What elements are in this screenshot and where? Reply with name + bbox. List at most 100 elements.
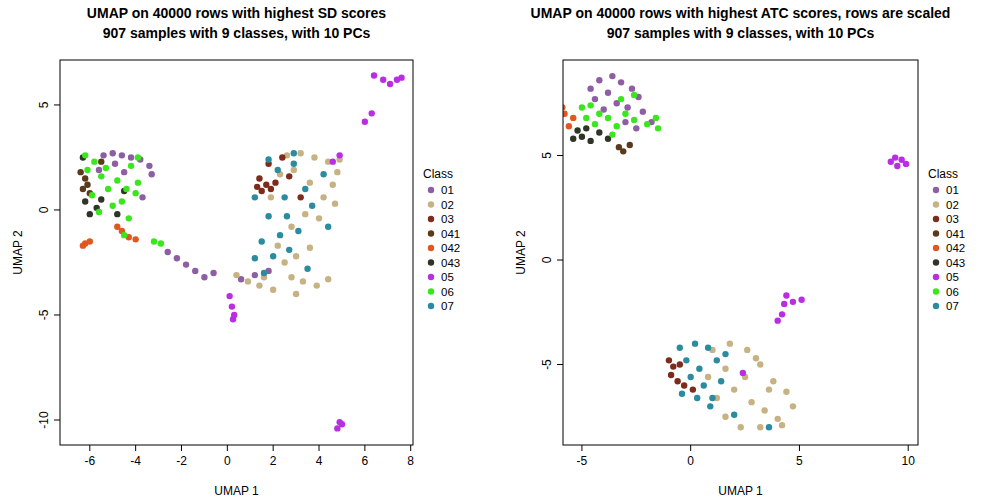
point [362, 119, 368, 125]
point [284, 213, 290, 219]
legend-swatch [933, 230, 939, 236]
point [135, 154, 141, 160]
legend-title: Class [928, 167, 958, 181]
y-tick-label: 5 [540, 152, 554, 159]
legend-swatch [933, 303, 939, 309]
point [291, 161, 297, 167]
point [766, 424, 772, 430]
point [705, 345, 711, 351]
point [683, 357, 689, 363]
frame [60, 60, 413, 445]
x-tick [227, 445, 228, 451]
point [128, 154, 134, 160]
point [98, 173, 104, 179]
y-tick-label: -5 [37, 309, 51, 320]
point [790, 403, 796, 409]
point [644, 121, 650, 127]
point [84, 182, 90, 188]
point [627, 142, 633, 148]
point [82, 175, 88, 181]
y-tick [54, 314, 60, 315]
point [110, 150, 116, 156]
point [624, 104, 630, 110]
x-tick [273, 445, 274, 451]
point [336, 419, 342, 425]
point [696, 366, 702, 372]
point [614, 123, 620, 129]
point [677, 361, 683, 367]
point [631, 117, 637, 123]
point [633, 125, 639, 131]
point [291, 167, 297, 173]
point [587, 138, 593, 144]
point [281, 259, 287, 265]
point [596, 77, 602, 83]
point [300, 278, 306, 284]
point [174, 255, 180, 261]
point [694, 395, 700, 401]
point [84, 167, 90, 173]
point [334, 169, 340, 175]
point [325, 276, 331, 282]
point [135, 179, 141, 185]
point [98, 196, 104, 202]
point [781, 301, 787, 307]
legend-label: 03 [441, 213, 454, 225]
subtitle: 907 samples with 9 classes, with 10 PCs [103, 25, 371, 41]
point [286, 173, 292, 179]
legend-label: 02 [946, 199, 959, 211]
legend-label: 06 [441, 286, 454, 298]
point [119, 152, 125, 158]
x-tick [410, 445, 411, 451]
point [316, 215, 322, 221]
point [302, 186, 308, 192]
point [146, 163, 152, 169]
point [783, 389, 789, 395]
point [668, 372, 674, 378]
title: UMAP on 40000 rows with highest ATC scor… [531, 5, 951, 21]
point [563, 111, 568, 117]
point [774, 416, 780, 422]
y-tick-label: -10 [37, 411, 51, 429]
legend-title: Class [423, 167, 453, 181]
points [563, 73, 909, 431]
point [103, 165, 109, 171]
point [252, 194, 258, 200]
point [690, 386, 696, 392]
point [330, 158, 336, 164]
x-tick [181, 445, 182, 451]
point [279, 154, 285, 160]
point [596, 129, 602, 135]
point [183, 261, 189, 267]
point [293, 253, 299, 259]
point [731, 386, 737, 392]
legend-swatch [933, 187, 939, 193]
legend-swatch [933, 216, 939, 222]
point [259, 238, 265, 244]
point [609, 73, 615, 79]
point [894, 163, 900, 169]
figure: UMAP on 40000 rows with highest SD score… [0, 0, 1008, 504]
point [722, 414, 728, 420]
point [226, 293, 232, 299]
y-tick [54, 420, 60, 421]
x-label: UMAP 1 [214, 484, 259, 498]
point [82, 198, 88, 204]
point [98, 158, 104, 164]
point [629, 85, 635, 91]
point [288, 274, 294, 280]
legend-swatch [428, 230, 434, 236]
subtitle: 907 samples with 9 classes, with 10 PCs [607, 25, 875, 41]
x-tick [319, 445, 320, 451]
x-tick-label: 0 [224, 454, 231, 468]
x-tick-label: 2 [270, 454, 277, 468]
x-tick [690, 445, 691, 451]
point [277, 232, 283, 238]
point [687, 374, 693, 380]
x-tick-label: 10 [902, 454, 916, 468]
point [275, 242, 281, 248]
legend-swatch [428, 201, 434, 207]
point [275, 167, 281, 173]
point [332, 200, 338, 206]
x-tick [135, 445, 136, 451]
